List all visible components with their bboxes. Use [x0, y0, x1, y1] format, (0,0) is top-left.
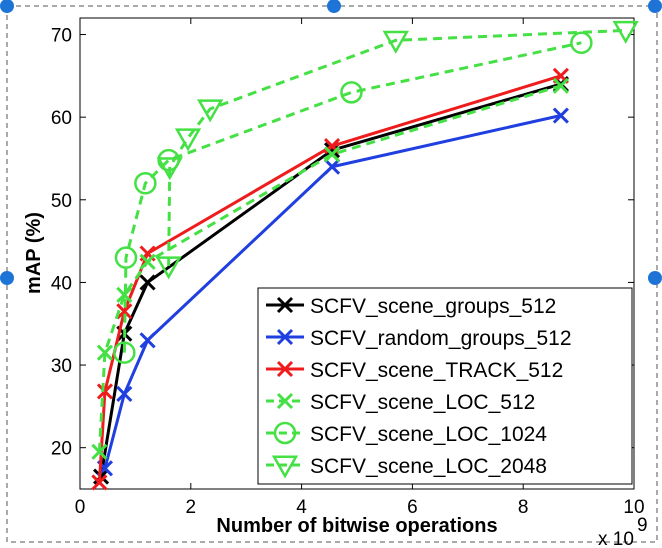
x-axis-label: Number of bitwise operations	[216, 515, 497, 537]
legend-entry: SCFV_scene_TRACK_512	[266, 359, 563, 382]
y-tick-label: 20	[51, 439, 72, 460]
data-point	[116, 385, 133, 403]
data-point	[324, 146, 341, 163]
series-5	[155, 20, 639, 280]
y-axis-label: mAP (%)	[23, 212, 45, 294]
data-point	[96, 344, 113, 361]
legend-swatch-marker	[276, 296, 294, 314]
data-point	[116, 303, 133, 320]
series-layer	[91, 20, 639, 491]
data-point	[116, 286, 133, 303]
data-point	[197, 99, 224, 123]
y-tick-label: 40	[51, 273, 72, 294]
legend-swatch-marker	[271, 455, 299, 479]
data-point	[612, 20, 639, 44]
x-multiplier-exponent: 9	[637, 515, 648, 536]
data-point	[91, 474, 108, 491]
legend-label: SCFV_scene_LOC_512	[310, 391, 535, 414]
data-point	[340, 81, 363, 104]
resize-handle-top-left[interactable]	[0, 0, 14, 13]
legend-swatch-marker	[273, 421, 297, 445]
axis-ticks: 0 2 4 6 8 10 20 30 40 50 60 70	[51, 18, 645, 518]
data-point	[113, 341, 136, 364]
data-point	[114, 246, 138, 269]
series-line	[97, 84, 562, 452]
legend-swatch-marker	[276, 392, 294, 410]
data-point	[552, 77, 569, 94]
legend-label: SCFV_scene_LOC_1024	[310, 423, 547, 446]
legend-entry: SCFV_scene_LOC_2048	[266, 455, 547, 479]
x-multiplier-base: x 10	[598, 529, 634, 548]
data-point	[174, 128, 202, 152]
x-tick-label: 8	[518, 497, 529, 518]
x-tick-label: 6	[407, 497, 418, 518]
legend-label: SCFV_random_groups_512	[310, 327, 572, 350]
resize-handle-middle-left[interactable]	[0, 271, 14, 285]
data-point	[139, 253, 156, 270]
data-point	[134, 172, 157, 195]
y-tick-label: 50	[51, 191, 72, 212]
legend-entry: SCFV_scene_LOC_1024	[266, 421, 547, 446]
series-3	[91, 77, 569, 460]
legend-entry: SCFV_scene_LOC_512	[266, 391, 535, 414]
x-tick-label: 2	[186, 497, 197, 518]
legend-swatch-marker	[276, 360, 294, 378]
series-1	[96, 107, 569, 477]
resize-handle-top-center[interactable]	[327, 0, 341, 13]
series-line	[122, 41, 582, 353]
resize-handle-top-right[interactable]	[648, 0, 662, 13]
series-line	[97, 74, 562, 483]
data-point	[156, 157, 183, 181]
data-point	[139, 332, 156, 349]
x-tick-label: 10	[623, 497, 644, 518]
data-point	[91, 443, 108, 460]
x-tick-label: 4	[296, 497, 307, 518]
legend: SCFV_scene_groups_512 SCFV_random_groups_…	[257, 287, 633, 485]
data-point	[552, 107, 569, 124]
data-point	[382, 30, 409, 54]
legend-entry: SCFV_random_groups_512	[266, 327, 572, 350]
y-tick-label: 60	[51, 108, 72, 129]
legend-label: SCFV_scene_groups_512	[310, 295, 556, 318]
data-point	[324, 158, 341, 175]
legend-swatch-marker	[276, 328, 294, 346]
data-point	[570, 31, 593, 55]
data-point	[96, 383, 113, 400]
data-point	[139, 274, 156, 291]
legend-label: SCFV_scene_TRACK_512	[310, 359, 563, 382]
data-point	[155, 256, 182, 280]
series-line	[167, 28, 626, 266]
legend-box	[257, 287, 633, 485]
legend-label: SCFV_scene_LOC_2048	[310, 455, 547, 478]
y-tick-label: 30	[51, 356, 72, 377]
resize-handle-middle-right[interactable]	[648, 271, 662, 285]
x-tick-label: 0	[75, 497, 86, 518]
legend-entry: SCFV_scene_groups_512	[266, 295, 556, 318]
y-tick-label: 70	[51, 26, 72, 47]
x-multiplier: x 10 9	[598, 515, 648, 548]
